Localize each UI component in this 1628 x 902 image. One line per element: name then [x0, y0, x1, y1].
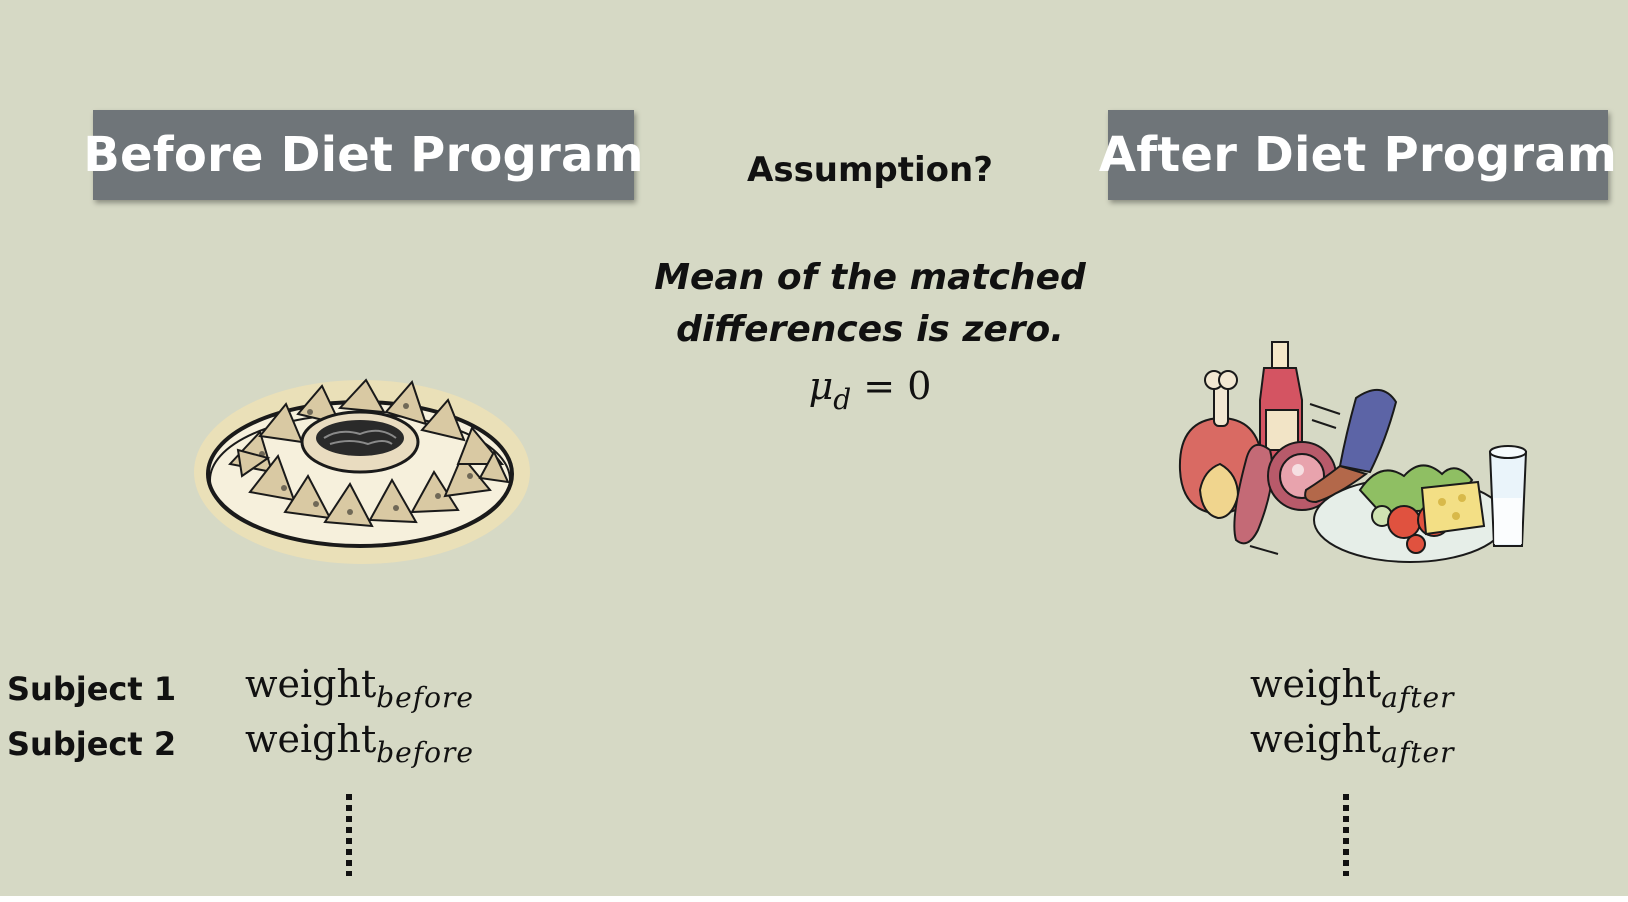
weight-after-subscript: after	[1381, 681, 1455, 714]
assumption-line-1: Mean of the matched	[654, 257, 1086, 298]
after-diet-banner: After Diet Program	[1099, 110, 1617, 200]
weight-before-subscript: before	[376, 736, 474, 769]
subject-1-weight-before: weightbefore	[245, 662, 474, 714]
formula-subscript: d	[833, 383, 852, 416]
before-diet-banner: Before Diet Program	[83, 110, 644, 200]
after-diet-label: After Diet Program	[1098, 127, 1618, 183]
mean-difference-formula: μd = 0	[700, 364, 1040, 416]
weight-after-subscript: after	[1381, 736, 1455, 769]
weight-before-subscript: before	[376, 681, 474, 714]
weight-text: weight	[245, 662, 377, 706]
weight-text: weight	[245, 717, 377, 761]
assumption-text: Mean of the matched differences is zero.	[600, 252, 1140, 356]
healthy-meal-icon	[1178, 341, 1528, 563]
subject-2-weight-after: weightafter	[1250, 717, 1455, 769]
subject-2-weight-before: weightbefore	[245, 717, 474, 769]
formula-symbol: μ	[808, 364, 834, 408]
weight-text: weight	[1250, 662, 1382, 706]
subject-1-label: Subject 1	[7, 670, 177, 708]
nachos-plate-icon	[194, 378, 530, 564]
subject-2-label: Subject 2	[7, 725, 177, 763]
weight-text: weight	[1250, 717, 1382, 761]
vertical-ellipsis-before	[346, 794, 352, 876]
assumption-line-2: differences is zero.	[676, 309, 1064, 350]
formula-equals-zero: = 0	[851, 364, 932, 408]
before-diet-label: Before Diet Program	[83, 127, 644, 183]
vertical-ellipsis-after	[1343, 794, 1349, 876]
assumption-title: Assumption?	[747, 150, 993, 190]
subject-1-weight-after: weightafter	[1250, 662, 1455, 714]
